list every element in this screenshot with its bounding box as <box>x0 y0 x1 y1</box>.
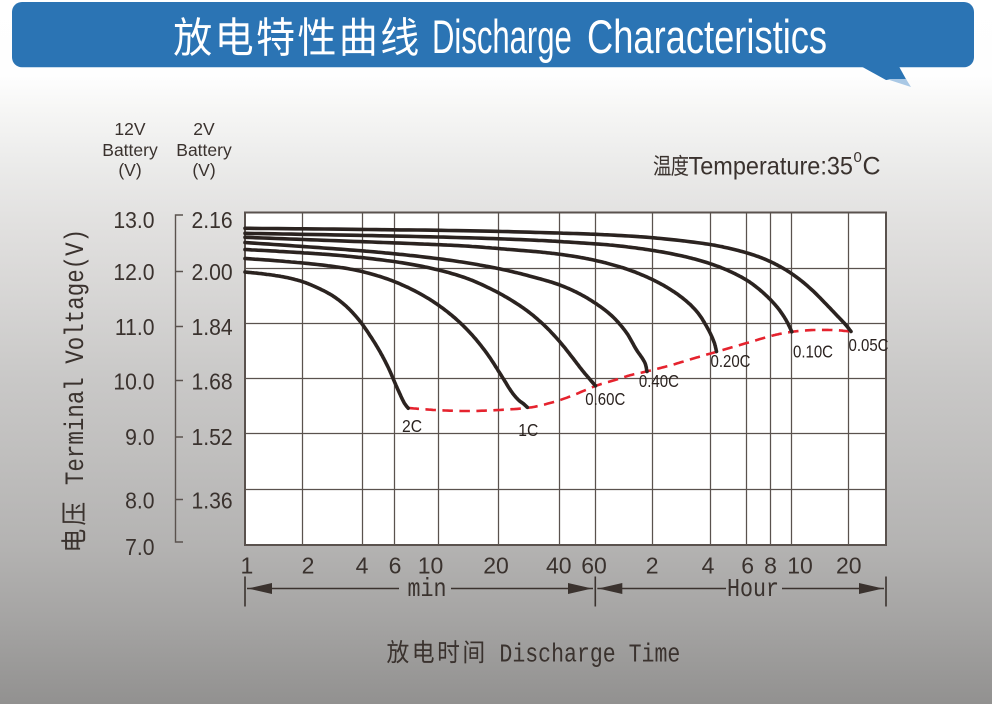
svg-text:Discharge: Discharge <box>432 10 572 63</box>
svg-text:4: 4 <box>702 553 715 579</box>
svg-text:13.0: 13.0 <box>113 207 154 233</box>
svg-text:Battery: Battery <box>102 140 158 160</box>
svg-text:Battery: Battery <box>176 140 232 160</box>
svg-text:11.0: 11.0 <box>115 314 155 340</box>
svg-text:2: 2 <box>646 553 659 579</box>
svg-text:0.20C: 0.20C <box>710 352 750 371</box>
svg-text:0.40C: 0.40C <box>639 372 679 391</box>
svg-text:1.84: 1.84 <box>191 314 232 340</box>
svg-text:Discharge Time: Discharge Time <box>499 641 680 670</box>
svg-text:1: 1 <box>241 553 254 579</box>
svg-text:1.68: 1.68 <box>191 368 232 394</box>
svg-text:8.0: 8.0 <box>125 488 154 514</box>
svg-text:2.16: 2.16 <box>191 207 232 233</box>
svg-text:0.10C: 0.10C <box>793 343 833 362</box>
svg-text:7.0: 7.0 <box>125 534 154 560</box>
svg-text:60: 60 <box>581 553 607 579</box>
svg-text:0.05C: 0.05C <box>848 336 888 355</box>
svg-text:1.36: 1.36 <box>191 488 232 514</box>
svg-text:2: 2 <box>302 553 315 579</box>
svg-text:4: 4 <box>356 553 369 579</box>
svg-text:1C: 1C <box>518 420 538 440</box>
svg-text:0.60C: 0.60C <box>585 390 625 409</box>
svg-text:10: 10 <box>787 553 813 579</box>
svg-text:Characteristics: Characteristics <box>587 10 827 63</box>
svg-text:Terminal Voltage(V): Terminal Voltage(V) <box>61 229 91 485</box>
svg-text:2.00: 2.00 <box>191 259 232 285</box>
svg-text:2V: 2V <box>193 119 215 139</box>
svg-text:C: C <box>863 153 881 181</box>
svg-text:0: 0 <box>854 149 862 166</box>
svg-text:12.0: 12.0 <box>113 259 154 285</box>
svg-text:1.52: 1.52 <box>191 424 232 450</box>
svg-text:2C: 2C <box>402 416 422 436</box>
svg-text:12V: 12V <box>114 119 145 139</box>
svg-text:20: 20 <box>836 553 862 579</box>
svg-text:6: 6 <box>389 553 402 579</box>
svg-text:(V): (V) <box>118 160 141 180</box>
svg-text:min: min <box>408 575 447 604</box>
svg-text:Temperature:35: Temperature:35 <box>689 153 853 181</box>
svg-text:9.0: 9.0 <box>125 424 154 450</box>
svg-text:20: 20 <box>483 553 509 579</box>
svg-text:10.0: 10.0 <box>113 368 154 394</box>
svg-text:40: 40 <box>546 553 572 579</box>
svg-text:(V): (V) <box>192 160 215 180</box>
svg-text:6: 6 <box>741 553 754 579</box>
svg-text:10: 10 <box>418 553 444 579</box>
svg-text:Hour: Hour <box>727 575 779 604</box>
svg-text:8: 8 <box>764 553 777 579</box>
